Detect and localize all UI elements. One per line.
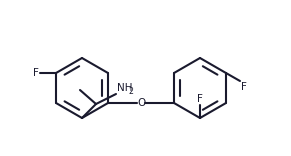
Text: F: F (197, 94, 203, 104)
Text: F: F (33, 68, 39, 78)
Text: F: F (241, 82, 247, 92)
Text: 2: 2 (129, 86, 134, 95)
Text: O: O (137, 98, 145, 108)
Text: NH: NH (117, 83, 132, 93)
